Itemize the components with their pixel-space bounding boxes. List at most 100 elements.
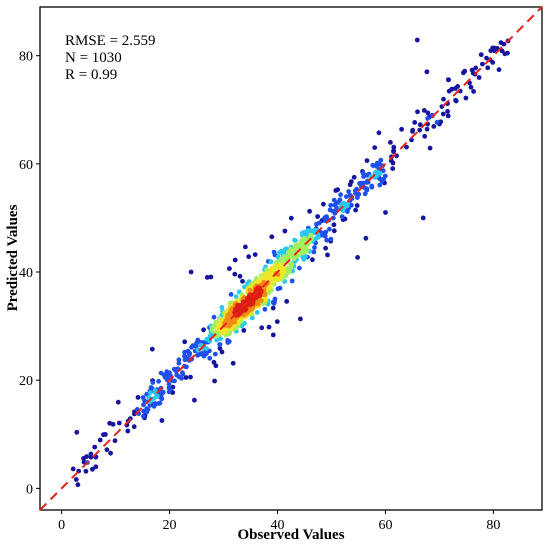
data-point [141,413,146,419]
data-point [339,214,345,220]
data-point [322,233,328,239]
x-axis-ticks: 0 20 40 60 80 [58,510,500,533]
data-point [193,343,199,349]
data-point [247,298,252,304]
y-tick-label: 60 [19,158,33,173]
data-point [201,327,207,333]
data-point [307,208,312,214]
data-point [441,96,446,102]
data-point [218,336,223,342]
data-point [410,129,415,134]
data-point [269,274,274,279]
data-point [421,108,427,113]
data-point [344,203,350,209]
x-tick-label: 20 [163,518,177,533]
data-point [328,236,334,242]
data-point [88,451,94,457]
data-point [363,235,369,241]
data-point [485,65,491,71]
data-point [311,249,317,255]
data-point [346,189,351,194]
data-point [445,113,451,119]
data-point [150,380,156,385]
data-point [480,61,485,67]
x-tick-label: 80 [486,518,500,533]
data-point [323,245,328,251]
data-point [213,363,219,369]
data-point [351,174,357,180]
data-point [338,192,343,198]
data-point [409,137,414,143]
data-point [390,166,396,172]
data-point [364,158,370,164]
data-point [207,355,213,361]
data-point [183,375,189,380]
data-point [93,464,99,470]
data-point [115,399,121,405]
data-point [75,482,81,488]
data-point [270,299,276,305]
data-point [70,466,76,472]
data-point [166,389,172,395]
data-point [232,257,238,263]
data-point [349,202,354,208]
data-point [219,305,225,310]
data-point [83,468,89,474]
data-point [288,215,294,221]
data-point [453,98,459,104]
data-point [217,346,223,351]
stat-n: N = 1030 [65,50,122,66]
data-point [414,37,420,43]
data-point [252,252,258,257]
data-point [125,428,131,434]
data-point [445,109,450,114]
data-point [152,401,158,406]
data-point [478,52,484,58]
data-point [344,194,349,200]
data-point [107,420,113,426]
y-tick-label: 40 [19,266,33,281]
data-point [270,332,276,338]
data-point [484,55,489,61]
data-point [377,182,383,188]
data-point [488,48,494,54]
data-point [176,360,182,366]
data-point [354,203,360,208]
data-point [217,342,223,347]
data-point [104,447,110,453]
data-point [382,173,388,179]
data-point [476,75,482,80]
data-point [135,395,141,400]
data-point [372,145,378,151]
data-point [496,67,502,73]
data-point [415,109,420,115]
data-point [227,266,232,271]
data-point [101,432,106,438]
data-point [73,477,79,482]
data-point [341,200,347,206]
data-point [97,437,103,443]
data-point [74,429,80,435]
data-point [188,269,194,275]
data-point [166,385,172,391]
data-point [374,169,380,175]
data-point [147,390,153,396]
data-point [228,292,234,297]
data-point [431,124,437,129]
data-point [188,374,193,380]
data-point [417,127,423,133]
data-point [333,188,339,193]
y-axis-ticks: 0 20 40 60 80 [19,50,40,497]
data-point [144,406,150,412]
data-point [300,254,306,260]
identity-reference-line [39,6,543,511]
data-point [209,328,215,333]
data-point [473,65,479,71]
data-point [298,316,303,322]
data-point [315,214,320,219]
y-tick-label: 20 [19,374,33,389]
data-point [324,237,330,243]
data-point [438,119,444,125]
data-point [173,368,179,374]
